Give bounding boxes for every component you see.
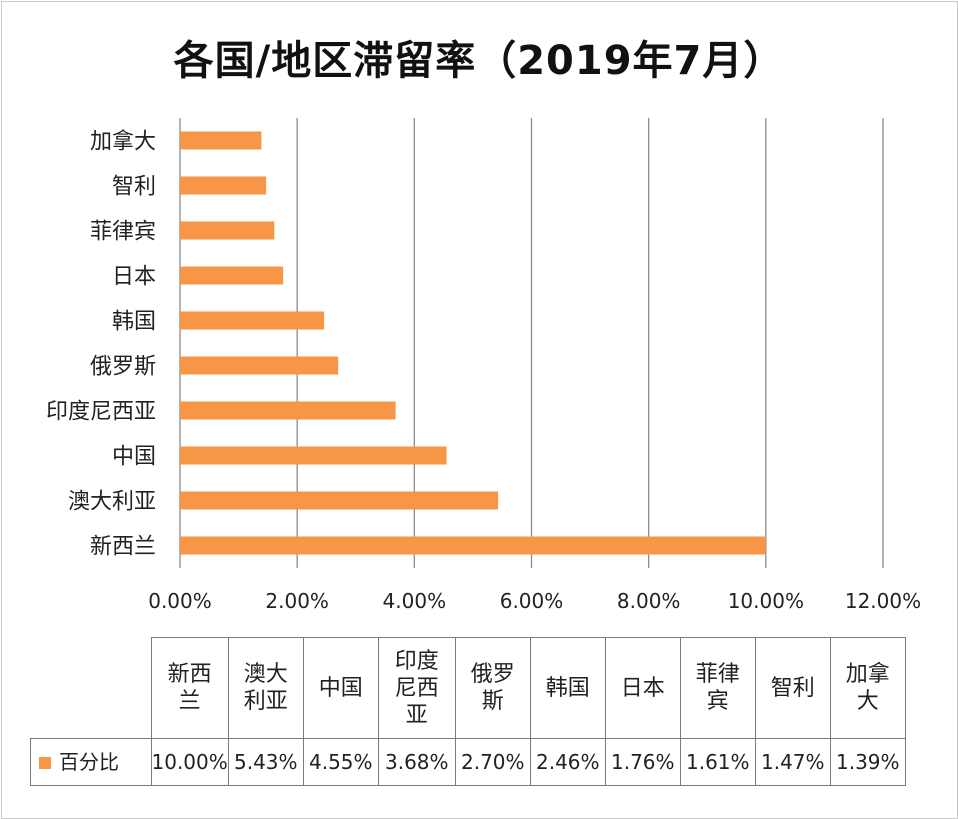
data-table-value: 10.00% — [150, 738, 229, 786]
category-label: 印度尼西亚 — [46, 400, 156, 425]
data-table-value: 1.76% — [604, 738, 681, 786]
data-table-category: 新西兰 — [150, 637, 229, 739]
category-label: 新西兰 — [90, 535, 156, 560]
data-table-value: 3.68% — [377, 738, 456, 786]
category-label: 加拿大 — [90, 129, 156, 155]
data-table-category-text: 中国 — [318, 675, 363, 701]
bar — [180, 311, 325, 330]
legend-swatch — [39, 757, 51, 769]
bar — [180, 356, 339, 375]
data-table-category: 日本 — [604, 637, 681, 739]
bar — [180, 131, 262, 150]
bar — [180, 401, 396, 420]
category-label: 菲律宾 — [90, 220, 156, 245]
data-table-category: 智利 — [754, 637, 831, 739]
bar — [180, 536, 766, 555]
legend-label: 百分比 — [59, 749, 119, 774]
category-label: 日本 — [112, 265, 156, 290]
category-label: 澳大利亚 — [68, 490, 156, 515]
data-table-category-text: 新西兰 — [167, 662, 212, 714]
chart-title: 各国/地区滞留率（2019年7月） — [173, 38, 785, 84]
data-table-value-row: 百分比 10.00% 5.43% 4.55% 3.68% 2.70% 2.46% 1.76%… — [30, 738, 906, 786]
data-table-category-text: 智利 — [770, 675, 815, 701]
bar — [180, 446, 447, 465]
x-tick-label: 6.00% — [500, 589, 564, 613]
data-table-category-text: 日本 — [620, 675, 665, 701]
bar — [180, 221, 275, 240]
data-table-value: 2.70% — [454, 738, 531, 786]
category-label: 智利 — [112, 175, 156, 200]
data-table-value: 1.39% — [829, 738, 906, 786]
category-label: 韩国 — [112, 310, 156, 335]
x-tick-label: 12.00% — [845, 589, 921, 613]
legend-key: 百分比 — [30, 738, 152, 786]
data-table-value: 2.46% — [529, 738, 606, 786]
x-tick-label: 10.00% — [728, 589, 804, 613]
data-table-category-text: 韩国 — [545, 675, 590, 701]
data-table-header-row: 新西兰 澳大利亚 中国 印度尼西亚 俄罗斯 韩国 日本 菲律宾 智利 加拿大 — [30, 637, 906, 739]
bar — [180, 176, 267, 195]
bar — [180, 266, 284, 285]
data-table-category: 菲律宾 — [679, 637, 756, 739]
data-table-category: 印度尼西亚 — [377, 637, 456, 739]
bar-chart: 0.00% 2.00% 4.00% 6.00% 8.00% 10.00% 12.00% 新西兰… — [46, 118, 921, 613]
data-table-category: 俄罗斯 — [454, 637, 531, 739]
category-label: 俄罗斯 — [90, 355, 156, 380]
x-tick-label: 0.00% — [148, 589, 212, 613]
bar — [180, 491, 499, 510]
data-table-value: 1.47% — [754, 738, 831, 786]
data-table: 新西兰 澳大利亚 中国 印度尼西亚 俄罗斯 韩国 日本 菲律宾 智利 加拿大 百分比 10.00%… — [30, 637, 906, 786]
data-table-category-text: 印度尼西亚 — [394, 648, 439, 728]
x-tick-label: 2.00% — [265, 589, 329, 613]
data-table-value: 5.43% — [227, 738, 304, 786]
data-table-category: 加拿大 — [829, 637, 906, 739]
data-table-category: 韩国 — [529, 637, 606, 739]
data-table-category-text: 加拿大 — [845, 662, 890, 714]
data-table-category: 中国 — [302, 637, 379, 739]
data-table-value: 1.61% — [679, 738, 756, 786]
data-table-category: 澳大利亚 — [227, 637, 304, 739]
data-table-corner — [30, 637, 152, 739]
category-label: 中国 — [112, 445, 156, 470]
data-table-category-text: 菲律宾 — [695, 662, 740, 714]
x-tick-label: 4.00% — [383, 589, 447, 613]
data-table-category-text: 澳大利亚 — [243, 662, 288, 714]
x-tick-label: 8.00% — [617, 589, 681, 613]
data-table-category-text: 俄罗斯 — [470, 662, 515, 714]
data-table-value: 4.55% — [302, 738, 379, 786]
